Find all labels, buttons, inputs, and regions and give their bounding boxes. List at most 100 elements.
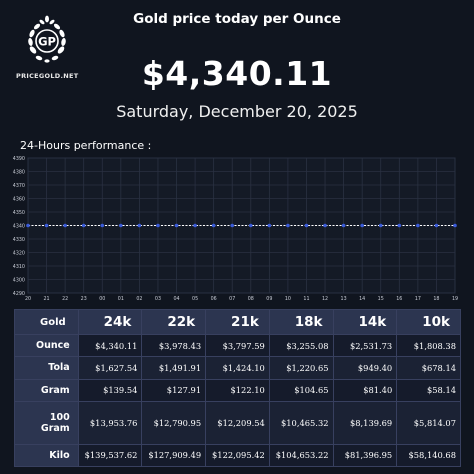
column-header: 21k (205, 309, 270, 335)
gold-price-value: $4,340.11 (141, 54, 333, 93)
data-point (323, 223, 327, 228)
x-tick-label: 12 (322, 296, 328, 302)
y-tick-label: 4330 (13, 237, 25, 243)
y-tick-label: 4370 (13, 183, 25, 189)
data-point (137, 223, 142, 228)
data-point (100, 223, 105, 228)
y-tick-label: 4300 (13, 278, 25, 284)
table-cell: $1,424.10 (205, 356, 270, 380)
data-point (360, 223, 364, 228)
table-corner-label: Gold (14, 309, 79, 335)
data-point (26, 223, 30, 228)
table-cell: $58.14 (396, 378, 461, 402)
table-row: Ounce $4,340.11 $3,978.43 $3,797.59 $3,2… (14, 333, 461, 358)
x-tick-label: 02 (136, 296, 142, 302)
table-row: Gram $139.54 $127.91 $122.10 $104.65 $81… (14, 378, 461, 402)
table-cell: $3,978.43 (141, 333, 207, 358)
data-point (286, 223, 290, 228)
y-tick-label: 4340 (13, 224, 25, 230)
table-cell: $3,797.59 (205, 333, 270, 358)
table-cell: $58,140.68 (396, 443, 461, 468)
x-tick-label: 22 (62, 296, 68, 302)
column-header: 18k (268, 309, 334, 335)
table-cell: $139,537.62 (77, 443, 143, 468)
page-title: Gold price today per Ounce (133, 11, 341, 27)
y-tick-label: 4350 (13, 210, 25, 216)
chart-title: 24-Hours performance : (20, 139, 152, 152)
data-point (230, 223, 235, 228)
table-row: 100 Gram $13,953.76 $12,790.95 $12,209.5… (14, 400, 461, 445)
y-tick-label: 4360 (13, 197, 25, 203)
x-tick-label: 19 (452, 296, 458, 302)
site-logo[interactable]: GP PRICEGOLD.NET (16, 14, 78, 84)
table-cell: $104,653.22 (268, 443, 334, 468)
data-point (119, 223, 123, 228)
data-point (81, 223, 86, 228)
table-cell: $8,139.69 (332, 400, 398, 445)
table-cell: $1,627.54 (77, 356, 143, 380)
row-header: Tola (14, 356, 79, 380)
table-cell: $3,255.08 (268, 333, 334, 358)
column-header: 22k (141, 309, 207, 335)
table-cell: $1,808.38 (396, 333, 461, 358)
x-tick-label: 23 (81, 296, 87, 302)
data-point (267, 223, 272, 228)
table-cell: $127,909.49 (141, 443, 207, 468)
price-date: Saturday, December 20, 2025 (116, 102, 358, 121)
x-tick-label: 21 (44, 296, 50, 302)
row-header: Gram (14, 378, 79, 402)
x-tick-label: 11 (303, 296, 309, 302)
data-point (304, 223, 309, 228)
data-point (453, 223, 457, 228)
table-cell: $12,209.54 (205, 400, 270, 445)
table-cell: $13,953.76 (77, 400, 143, 445)
table-cell: $122,095.42 (205, 443, 270, 468)
row-header: Kilo (14, 443, 79, 468)
x-tick-label: 20 (25, 296, 31, 302)
x-tick-label: 09 (266, 296, 272, 302)
x-tick-label: 15 (378, 296, 384, 302)
table-cell: $104.65 (268, 378, 334, 402)
performance-chart: 4390 4380 4370 4360 4350 4340 4330 4320 4310 4300… (0, 150, 474, 306)
column-header: 14k (332, 309, 398, 335)
x-tick-label: 08 (248, 296, 254, 302)
data-point (156, 223, 160, 228)
data-point (174, 223, 179, 228)
x-tick-label: 05 (192, 296, 198, 302)
x-tick-label: 01 (118, 296, 124, 302)
table-cell: $81.40 (332, 378, 398, 402)
y-tick-label: 4310 (13, 264, 25, 270)
x-tick-label: 17 (415, 296, 421, 302)
y-tick-label: 4380 (13, 170, 25, 176)
y-tick-label: 4320 (13, 251, 25, 257)
x-tick-label: 04 (173, 296, 179, 302)
table-row: Kilo $139,537.62 $127,909.49 $122,095.42… (14, 443, 461, 468)
data-point (416, 223, 420, 228)
table-cell: $139.54 (77, 378, 143, 402)
x-tick-label: 00 (99, 296, 105, 302)
x-tick-label: 07 (229, 296, 235, 302)
table-cell: $1,491.91 (141, 356, 207, 380)
table-cell: $678.14 (396, 356, 461, 380)
data-point (434, 223, 439, 228)
data-point (378, 223, 383, 228)
table-cell: $127.91 (141, 378, 207, 402)
table-cell: $4,340.11 (77, 333, 143, 358)
column-header: 10k (396, 309, 461, 335)
x-tick-label: 18 (433, 296, 439, 302)
x-tick-label: 10 (285, 296, 291, 302)
table-row: Tola $1,627.54 $1,491.91 $1,424.10 $1,22… (14, 356, 461, 380)
table-cell: $10,465.32 (268, 400, 334, 445)
data-point (248, 223, 253, 228)
x-tick-label: 03 (155, 296, 161, 302)
table-cell: $5,814.07 (396, 400, 461, 445)
column-header: 24k (77, 309, 143, 335)
row-header: Ounce (14, 333, 79, 358)
data-point (193, 223, 197, 228)
table-header-row: Gold 24k 22k 21k 18k 14k 10k (14, 309, 461, 335)
data-point (211, 223, 216, 228)
price-table: Gold 24k 22k 21k 18k 14k 10k Ounce $4,34… (14, 309, 461, 468)
table-cell: $12,790.95 (141, 400, 207, 445)
table-cell: $81,396.95 (332, 443, 398, 468)
logo-initials: GP (38, 35, 56, 49)
